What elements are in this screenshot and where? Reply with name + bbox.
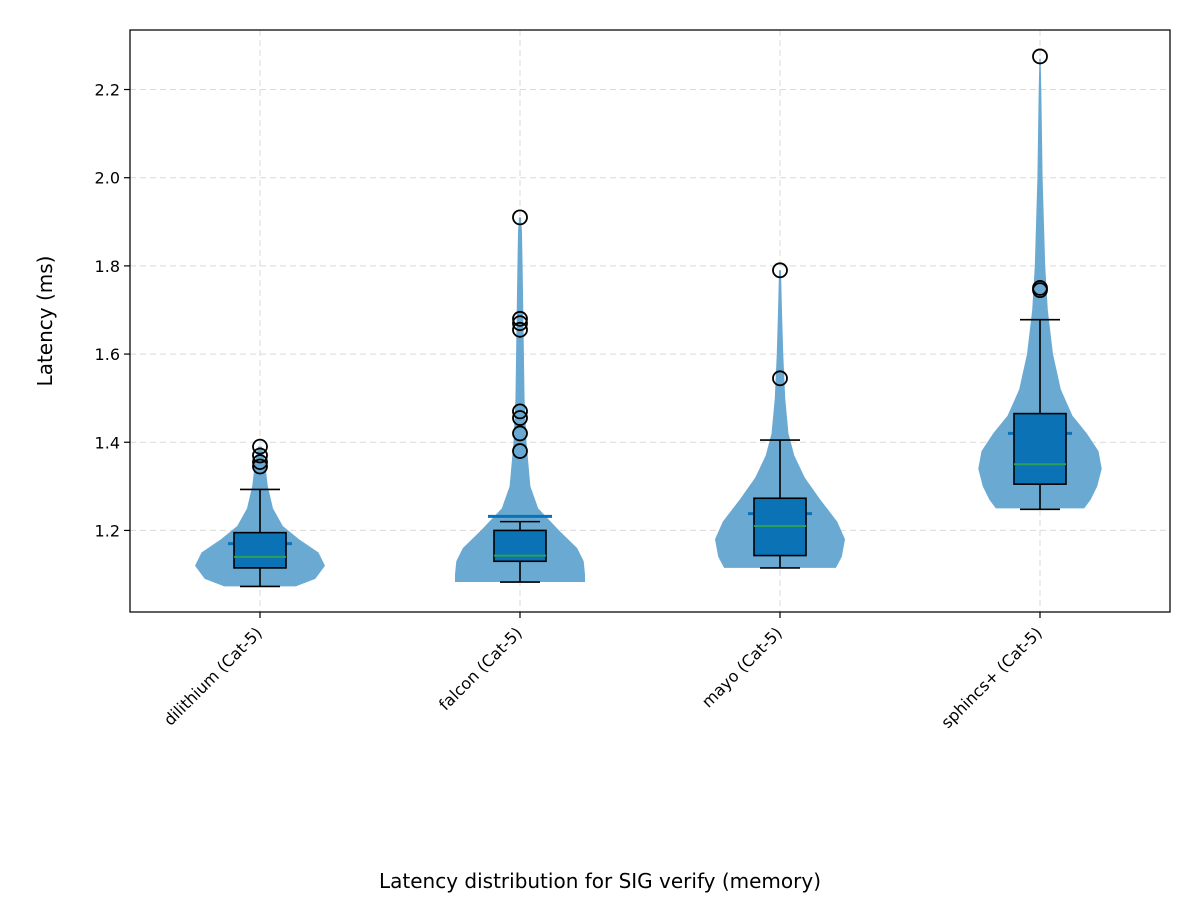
- x-tick-label: sphincs+ (Cat-5): [937, 623, 1046, 732]
- y-axis-ticks: 1.2 1.4 1.6 1.8 2.0 2.2: [95, 81, 130, 540]
- y-tick-label: 1.6: [95, 345, 120, 364]
- outlier-point: [512, 410, 528, 426]
- outlier-point: [252, 438, 268, 455]
- grid-lines: [130, 30, 1170, 612]
- y-axis-label: Latency (ms): [33, 256, 57, 387]
- outlier-point: [1032, 48, 1048, 65]
- chart-caption: Latency distribution for SIG verify (mem…: [379, 869, 821, 893]
- iqr-box: [1013, 412, 1067, 485]
- outlier-point: [512, 209, 528, 226]
- outlier-point: [252, 454, 268, 470]
- y-tick-label: 1.4: [95, 433, 120, 452]
- outlier-point: [252, 447, 268, 464]
- y-tick-label: 2.0: [95, 169, 120, 188]
- x-tick-label: falcon (Cat-5): [435, 623, 526, 714]
- x-tick-label: dilithium (Cat-5): [160, 623, 266, 729]
- x-tick-label: mayo (Cat-5): [698, 623, 786, 711]
- outlier-point: [512, 403, 528, 420]
- y-tick-label: 1.2: [95, 521, 120, 540]
- violin-body: [455, 217, 585, 583]
- outlier-point: [1032, 280, 1048, 296]
- x-axis-ticks: dilithium (Cat-5) falcon (Cat-5) mayo (Cat…: [160, 612, 1046, 732]
- outlier-point: [772, 370, 788, 387]
- outlier-point: [512, 425, 528, 442]
- violin-body: [715, 270, 845, 568]
- outlier-point: [512, 443, 528, 459]
- iqr-box: [493, 529, 547, 563]
- iqr-box: [233, 531, 287, 569]
- y-tick-label: 1.8: [95, 257, 120, 276]
- outlier-point: [772, 262, 788, 279]
- plot-frame: [129, 29, 1171, 613]
- outlier-point: [512, 310, 528, 327]
- outlier-point: [252, 458, 268, 475]
- outlier-point: [512, 315, 528, 332]
- violins: [195, 58, 1102, 587]
- y-tick-label: 2.2: [95, 81, 120, 100]
- boxplots: [233, 48, 1067, 588]
- outlier-point: [512, 321, 528, 338]
